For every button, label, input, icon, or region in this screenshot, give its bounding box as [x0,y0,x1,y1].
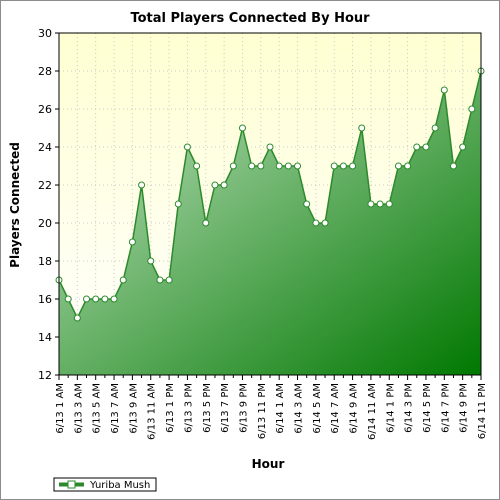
x-tick-label: 6/14 11 PM [477,383,488,439]
data-point [73,314,81,322]
y-tick-label: 14 [38,331,52,344]
data-point [468,105,476,113]
legend-box [53,477,157,492]
data-point [138,181,146,189]
data-point [422,143,430,151]
data-point [294,162,302,170]
x-tick-label: 6/13 7 AM [110,383,121,434]
x-tick-label: 6/13 7 PM [220,383,231,433]
data-point [303,200,311,208]
data-point [257,162,265,170]
data-point [220,181,228,189]
x-tick-label: 6/14 1 PM [385,383,396,433]
data-point [92,295,100,303]
y-tick-label: 28 [38,65,52,78]
data-point [312,219,320,227]
x-tick-label: 6/13 3 AM [73,383,84,434]
data-point [358,124,366,132]
x-tick-label: 6/14 1 AM [275,383,286,434]
y-axis-ticks: 12 14 16 18 20 22 24 26 28 30 [38,27,59,382]
data-point [174,200,182,208]
data-point [202,219,210,227]
x-tick-label: 6/13 1 AM [55,383,66,434]
x-tick-label: 6/14 7 PM [440,383,451,433]
data-point [128,238,136,246]
y-tick-label: 18 [38,255,52,268]
x-axis-label: Hour [252,457,285,471]
data-point [110,295,118,303]
data-point [440,86,448,94]
y-tick-label: 30 [38,27,52,40]
data-point [83,295,91,303]
x-tick-label: 6/14 7 AM [330,383,341,434]
data-point [284,162,292,170]
data-point [147,257,155,265]
x-tick-label: 6/14 3 AM [294,383,305,434]
x-tick-label: 6/13 1 PM [165,383,176,433]
y-tick-label: 16 [38,293,52,306]
chart-title: Total Players Connected By Hour [130,11,370,26]
series-points [55,67,485,322]
data-point [404,162,412,170]
data-point [266,143,274,151]
y-axis-label: Players Connected [8,142,22,268]
data-point [101,295,109,303]
x-tick-label: 6/13 9 AM [128,383,139,434]
legend-series-name: Yuriba Mush [89,480,150,491]
data-point [431,124,439,132]
data-point [385,200,393,208]
y-tick-label: 20 [38,217,52,230]
data-point [413,143,421,151]
x-tick-label: 6/14 3 PM [404,383,415,433]
x-tick-label: 6/14 5 PM [422,383,433,433]
data-point [64,295,72,303]
legend-marker-icon [67,480,76,489]
data-point [349,162,357,170]
data-point [193,162,201,170]
x-tick-label: 6/14 11 AM [367,383,378,440]
data-point [238,124,246,132]
series-area [59,71,481,375]
data-point [183,143,191,151]
data-point [459,143,467,151]
x-tick-label: 6/14 5 AM [312,383,323,434]
x-axis-ticks: 6/13 1 AM 6/13 3 AM 6/13 5 AM 6/13 7 AM 6/13… [55,375,488,440]
data-point [394,162,402,170]
data-point [229,162,237,170]
data-point [211,181,219,189]
x-tick-label: 6/13 3 PM [183,383,194,433]
data-point [330,162,338,170]
data-point [156,276,164,284]
y-tick-label: 26 [38,103,52,116]
data-point [275,162,283,170]
x-tick-label: 6/13 11 AM [147,383,158,440]
data-point [321,219,329,227]
x-tick-label: 6/13 5 PM [202,383,213,433]
x-tick-label: 6/13 9 PM [238,383,249,433]
data-point [119,276,127,284]
data-point [376,200,384,208]
data-point [339,162,347,170]
x-tick-label: 6/14 9 PM [459,383,470,433]
data-point [367,200,375,208]
x-tick-label: 6/13 5 AM [92,383,103,434]
y-tick-label: 22 [38,179,52,192]
y-tick-label: 12 [38,369,52,382]
data-point [449,162,457,170]
legend: Yuriba Mush [53,477,157,492]
data-point [248,162,256,170]
x-tick-label: 6/13 11 PM [257,383,268,439]
y-tick-label: 24 [38,141,52,154]
data-point [165,276,173,284]
x-tick-label: 6/14 9 AM [349,383,360,434]
